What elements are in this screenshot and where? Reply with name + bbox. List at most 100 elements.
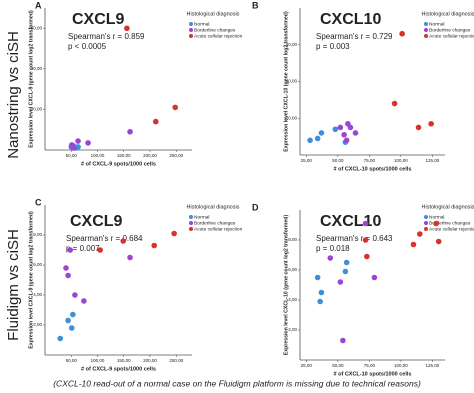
- y-tick-label: 60,00: [286, 42, 298, 47]
- legend-marker: [424, 34, 428, 38]
- data-point: [415, 124, 422, 131]
- x-tick-label: 25,00: [301, 158, 313, 163]
- y-axis-label: Expression level CXCL-10 (gene count log…: [283, 215, 289, 356]
- panel-title: CXCL10: [320, 213, 381, 230]
- x-tick-label: 50,00: [66, 358, 78, 363]
- data-point: [362, 220, 369, 227]
- legend-title: Histological diagnosis: [187, 204, 240, 210]
- data-point: [171, 230, 177, 237]
- legend-label: Acute cellular rejection: [429, 33, 474, 39]
- panel-letter: D: [252, 202, 259, 212]
- data-point: [97, 247, 103, 253]
- data-point: [317, 298, 323, 305]
- legend-label: Normal: [429, 214, 444, 220]
- legend-marker: [424, 215, 428, 219]
- data-point: [65, 272, 71, 279]
- y-tick-label: 60,00: [31, 25, 43, 30]
- legend-marker: [189, 28, 193, 32]
- data-point: [75, 144, 81, 150]
- x-tick-label: 200,00: [143, 153, 157, 158]
- y-tick-label: 6,00: [288, 267, 297, 272]
- data-point: [410, 241, 417, 248]
- data-point: [318, 289, 325, 296]
- annotation: Spearman's r = 0.859: [68, 32, 145, 41]
- x-tick-label: 50,00: [332, 158, 344, 163]
- x-tick-label: 100,00: [394, 363, 408, 368]
- data-point: [63, 265, 69, 271]
- x-tick-label: 50,00: [66, 153, 78, 158]
- y-tick-label: 6,00: [33, 262, 42, 267]
- data-point: [57, 335, 64, 342]
- data-point: [70, 311, 76, 318]
- panel-letter: A: [35, 0, 42, 10]
- data-point: [75, 138, 81, 144]
- legend-title: Histological diagnosis: [422, 11, 474, 17]
- legend-label: Normal: [194, 21, 209, 27]
- panel-title: CXCL9: [70, 213, 123, 230]
- data-point: [85, 140, 91, 146]
- y-tick-label: 2,00: [288, 327, 297, 332]
- row-label: Fluidigm vs ciSH: [5, 229, 22, 341]
- data-point: [433, 220, 439, 227]
- legend-label: Acute cellular rejection: [429, 226, 474, 232]
- annotation: Spearman's r = 0.643: [316, 234, 393, 243]
- x-tick-label: 100,00: [91, 358, 105, 363]
- y-tick-label: 8,00: [33, 232, 42, 237]
- x-tick-label: 75,00: [364, 363, 376, 368]
- data-point: [435, 238, 442, 245]
- x-tick-label: 50,00: [332, 363, 344, 368]
- data-point: [318, 130, 325, 136]
- legend-label: Normal: [429, 21, 444, 27]
- data-point: [391, 100, 398, 107]
- legend-label: Borderline changes: [194, 27, 236, 33]
- legend-marker: [189, 34, 193, 38]
- data-point: [307, 137, 313, 144]
- data-point: [343, 259, 350, 266]
- caption: (CXCL-10 read-out of a normal case on th…: [53, 378, 421, 388]
- x-tick-label: 200,00: [143, 358, 157, 363]
- y-tick-label: 4,00: [33, 292, 42, 297]
- annotation: p = 0.003: [316, 42, 350, 51]
- data-point: [314, 274, 321, 281]
- y-tick-label: 40,00: [31, 66, 43, 71]
- legend-label: Acute cellular rejection: [194, 226, 243, 232]
- y-axis-label: Expression level CXCL-9 (gene count log2…: [28, 10, 34, 148]
- annotation: Spearman's r = 0.684: [66, 234, 143, 243]
- data-point: [127, 128, 133, 135]
- data-point: [314, 135, 321, 142]
- data-point: [81, 298, 87, 304]
- data-point: [428, 120, 434, 127]
- data-point: [347, 124, 354, 131]
- legend-marker: [424, 221, 428, 225]
- legend-marker: [189, 22, 193, 26]
- x-axis-label: # of CXCL-9 spots/1000 cells: [81, 161, 156, 167]
- annotation: p < 0.0005: [68, 42, 107, 51]
- data-point: [337, 279, 344, 285]
- data-point: [337, 124, 344, 131]
- x-tick-label: 75,00: [364, 158, 376, 163]
- data-point: [72, 292, 78, 298]
- data-point: [362, 237, 369, 243]
- legend-marker: [424, 22, 428, 26]
- data-point: [127, 254, 133, 261]
- data-point: [68, 325, 75, 331]
- legend-label: Borderline changes: [194, 220, 236, 226]
- legend-label: Normal: [194, 214, 209, 220]
- x-tick-label: 150,00: [117, 153, 131, 158]
- data-point: [152, 118, 159, 125]
- annotation: p = 0.018: [316, 244, 350, 253]
- x-tick-label: 250,00: [169, 358, 183, 363]
- data-point: [352, 130, 359, 136]
- panel-title: CXCL10: [320, 11, 381, 28]
- legend-marker: [424, 227, 428, 231]
- data-point: [416, 231, 423, 237]
- panel-title: CXCL9: [72, 11, 125, 28]
- row-label: Nanostring vs ciSH: [5, 31, 22, 159]
- data-point: [343, 137, 350, 144]
- x-tick-label: 25,00: [301, 363, 313, 368]
- data-point: [399, 30, 405, 37]
- data-point: [327, 255, 334, 261]
- data-point: [151, 242, 157, 249]
